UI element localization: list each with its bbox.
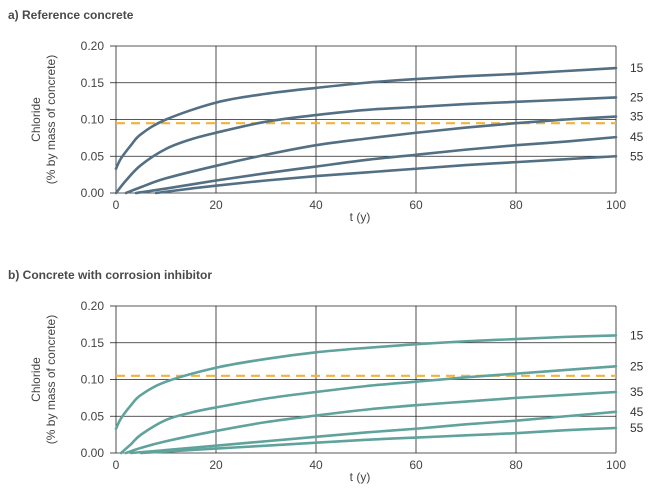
x-tick-label: 100 [606, 458, 626, 472]
y-tick-label: 0.05 [81, 149, 105, 163]
y-tick-label: 0.20 [81, 299, 105, 313]
chart-a-title: a) Reference concrete [8, 8, 134, 22]
series-line-15 [114, 66, 618, 171]
series-label: 15 [630, 328, 644, 342]
series-line-35 [124, 390, 618, 455]
y-tick-label: 0.15 [81, 76, 105, 90]
x-tick-label: 80 [509, 198, 523, 212]
y-tick-label: 0.10 [81, 113, 105, 127]
series-label: 55 [630, 149, 644, 163]
y-tick-label: 0.20 [81, 39, 105, 53]
series-line-45 [129, 410, 618, 455]
series-label: 55 [630, 421, 644, 435]
series-line-25 [114, 96, 618, 195]
x-tick-label: 20 [209, 458, 223, 472]
x-tick-label: 60 [409, 458, 423, 472]
y-tick-label: 0.10 [81, 373, 105, 387]
series-label: 45 [630, 405, 644, 419]
series-line-25 [119, 364, 618, 455]
x-tick-label: 40 [309, 458, 323, 472]
x-axis-label: t (y) [350, 470, 371, 484]
series-label: 45 [630, 130, 644, 144]
y-tick-label: 0.00 [81, 186, 105, 200]
x-tick-label: 20 [209, 198, 223, 212]
y-axis-label-units: (% by mass of concrete) [44, 55, 58, 184]
x-tick-label: 80 [509, 458, 523, 472]
chart-b-title: b) Concrete with corrosion inhibitor [8, 268, 212, 282]
y-tick-label: 0.15 [81, 336, 105, 350]
chart-a: 0.00 0.05 0.10 0.15 0.20 0 20 40 60 80 100 t (y) Chl… [29, 39, 644, 224]
x-tick-label: 0 [113, 198, 120, 212]
series-label: 25 [630, 359, 644, 373]
x-tick-label: 40 [309, 198, 323, 212]
x-axis-label: t (y) [350, 210, 371, 224]
x-tick-label: 100 [606, 198, 626, 212]
series-line-35 [124, 115, 618, 195]
series-label: 25 [630, 90, 644, 104]
series-line-55 [154, 154, 618, 195]
series-label: 35 [630, 385, 644, 399]
series-label: 15 [630, 61, 644, 75]
series-line-45 [134, 135, 618, 195]
x-tick-label: 0 [113, 458, 120, 472]
y-tick-label: 0.05 [81, 409, 105, 423]
series-line-15 [114, 334, 618, 431]
y-axis-label-units: (% by mass of concrete) [44, 315, 58, 444]
y-axis-label: Chloride [29, 97, 43, 142]
series-line-55 [139, 426, 618, 455]
series-label: 35 [630, 110, 644, 124]
y-axis-label: Chloride [29, 357, 43, 402]
x-tick-label: 60 [409, 198, 423, 212]
y-tick-label: 0.00 [81, 446, 105, 460]
chart-b: 0.00 0.05 0.10 0.15 0.20 0 20 40 60 80 100 t (y) Chl… [29, 299, 644, 484]
